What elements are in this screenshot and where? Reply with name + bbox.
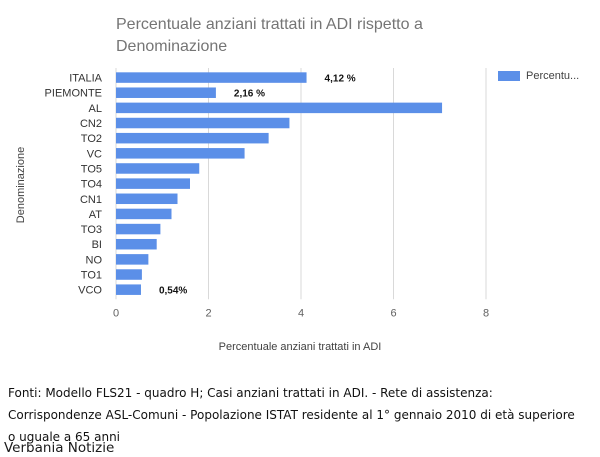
- category-label: TO4: [81, 179, 102, 191]
- data-annotations: 4,12 % 2,16 % 0,54%: [159, 74, 356, 297]
- legend: Percentu...: [498, 68, 594, 84]
- data-label: 2,16 %: [234, 89, 265, 100]
- y-axis-label: Denominazione: [15, 147, 27, 223]
- category-label: AT: [89, 209, 103, 221]
- category-label: TO1: [81, 270, 102, 282]
- x-tick-label: 0: [113, 307, 119, 319]
- category-label: TO3: [81, 224, 102, 236]
- category-label: BI: [92, 239, 102, 251]
- x-tick-label: 2: [205, 307, 211, 319]
- category-label: VCO: [78, 285, 102, 297]
- bar-no: [116, 254, 149, 265]
- bar-bi: [116, 238, 157, 250]
- bar-vco: [116, 284, 141, 295]
- bar-chart: ITALIA PIEMONTE AL CN2 TO2 VC TO5 TO4 CN1 AT TO3 BI…: [15, 68, 489, 353]
- category-label: TO2: [81, 133, 102, 145]
- category-label: TO5: [81, 163, 102, 175]
- legend-swatch: [498, 71, 520, 81]
- bar-at: [116, 208, 172, 220]
- source-note: Fonti: Modello FLS21 - quadro H; Casi an…: [8, 382, 598, 448]
- watermark: Verbania Notizie: [4, 440, 115, 456]
- chart-title: Percentuale anziani trattati in ADI risp…: [116, 16, 423, 55]
- x-tick-label: 4: [298, 307, 304, 319]
- source-line-1: Fonti: Modello FLS21 - quadro H; Casi an…: [8, 386, 493, 400]
- bar-vc: [116, 148, 245, 159]
- data-label: 0,54%: [159, 286, 187, 297]
- data-label: 4,12 %: [325, 74, 356, 85]
- bar-al: [116, 102, 443, 114]
- source-line-3: o uguale a 65 anni: [8, 430, 121, 444]
- category-label: NO: [86, 254, 103, 266]
- x-axis-label: Percentuale anziani trattati in ADI: [219, 341, 382, 353]
- category-label: ITALIA: [69, 73, 102, 85]
- category-labels: ITALIA PIEMONTE AL CN2 TO2 VC TO5 TO4 CN1 AT TO3 BI…: [45, 73, 103, 297]
- x-tick-labels: 0 2 4 6 8: [113, 307, 489, 319]
- category-label: PIEMONTE: [45, 88, 102, 100]
- bar-to2: [116, 132, 269, 144]
- bar-to5: [116, 163, 200, 174]
- x-tick-label: 6: [390, 307, 396, 319]
- bar-italia: [116, 72, 307, 83]
- bar-to4: [116, 178, 190, 189]
- bar-piemonte: [116, 87, 216, 98]
- x-tick-label: 8: [483, 307, 489, 319]
- category-label: AL: [89, 103, 102, 115]
- category-label: CN1: [80, 194, 102, 206]
- bars: [116, 72, 443, 295]
- category-label: VC: [87, 148, 102, 160]
- bar-to1: [116, 269, 142, 280]
- bar-to3: [116, 223, 161, 235]
- bar-cn1: [116, 193, 178, 205]
- bar-cn2: [116, 117, 290, 129]
- category-label: CN2: [80, 118, 102, 130]
- legend-label: Percentu...: [526, 70, 580, 82]
- source-line-2: Corrispondenze ASL-Comuni - Popolazione …: [8, 408, 575, 422]
